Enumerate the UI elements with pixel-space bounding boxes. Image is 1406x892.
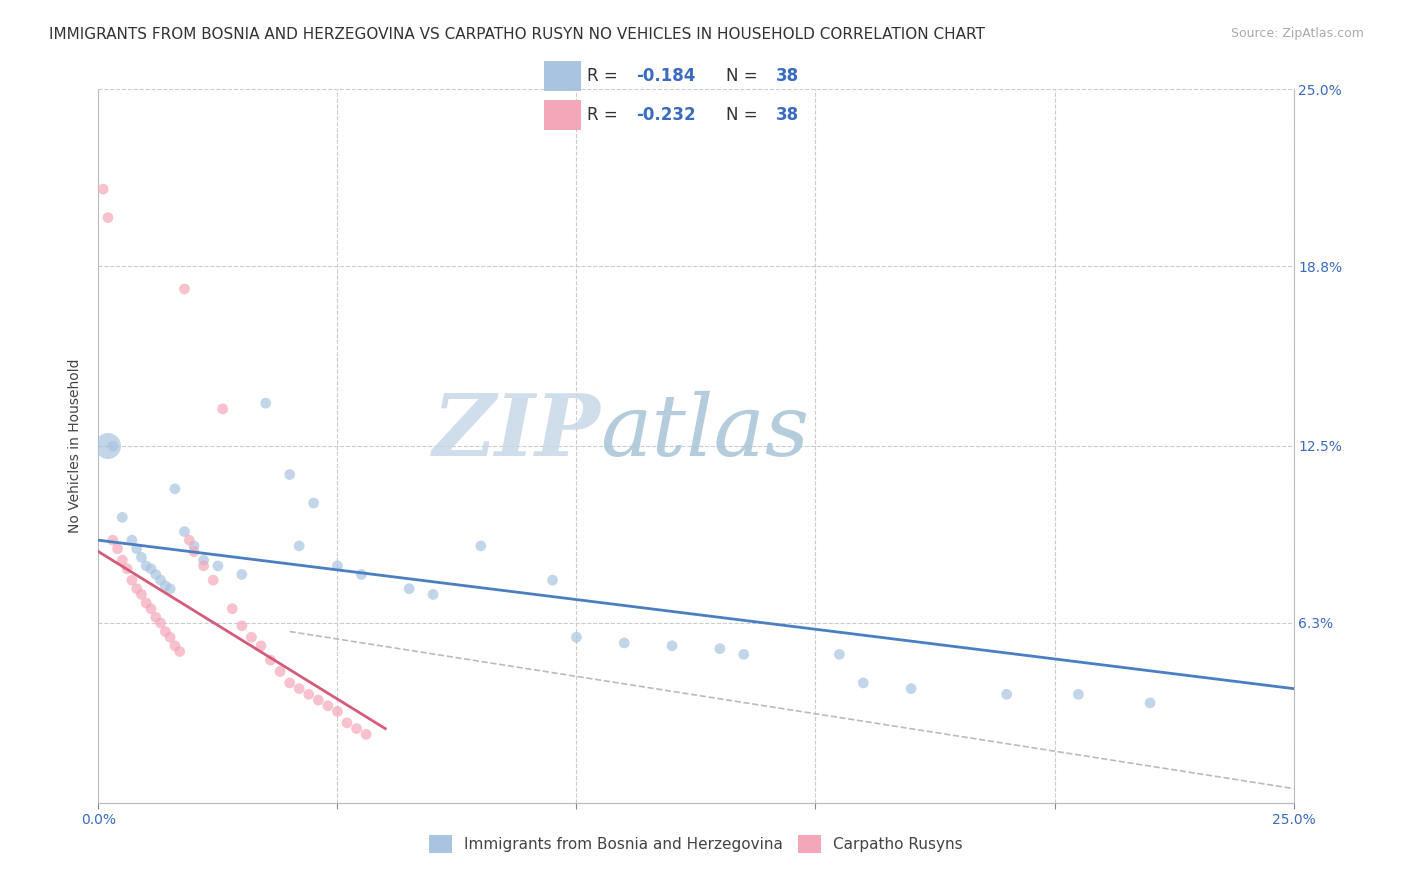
Point bbox=[207, 558, 229, 573]
Point bbox=[159, 630, 181, 644]
Point bbox=[565, 630, 588, 644]
Point bbox=[221, 601, 243, 615]
Point bbox=[97, 211, 120, 225]
Text: 38: 38 bbox=[776, 67, 799, 85]
Point bbox=[240, 630, 263, 644]
Point bbox=[709, 641, 731, 656]
Y-axis label: No Vehicles in Household: No Vehicles in Household bbox=[69, 359, 83, 533]
Text: R =: R = bbox=[586, 67, 623, 85]
Point bbox=[326, 558, 349, 573]
Point bbox=[125, 541, 148, 556]
Point bbox=[135, 558, 157, 573]
Point bbox=[350, 567, 373, 582]
Text: -0.184: -0.184 bbox=[637, 67, 696, 85]
Point bbox=[97, 439, 120, 453]
Point bbox=[1067, 687, 1090, 701]
Point bbox=[470, 539, 492, 553]
Point bbox=[121, 573, 143, 587]
FancyBboxPatch shape bbox=[544, 100, 581, 130]
Point bbox=[231, 619, 253, 633]
Point bbox=[231, 567, 253, 582]
Text: atlas: atlas bbox=[600, 391, 810, 473]
Point bbox=[202, 573, 225, 587]
Point bbox=[107, 541, 129, 556]
Legend: Immigrants from Bosnia and Herzegovina, Carpatho Rusyns: Immigrants from Bosnia and Herzegovina, … bbox=[423, 829, 969, 859]
Point bbox=[159, 582, 181, 596]
Point bbox=[250, 639, 273, 653]
Point bbox=[1139, 696, 1161, 710]
Point bbox=[173, 282, 195, 296]
Point bbox=[121, 533, 143, 548]
Point bbox=[398, 582, 420, 596]
Point bbox=[613, 636, 636, 650]
Point bbox=[139, 562, 162, 576]
Point bbox=[254, 396, 277, 410]
Text: IMMIGRANTS FROM BOSNIA AND HERZEGOVINA VS CARPATHO RUSYN NO VEHICLES IN HOUSEHOL: IMMIGRANTS FROM BOSNIA AND HERZEGOVINA V… bbox=[49, 27, 986, 42]
Point bbox=[316, 698, 339, 713]
Text: ZIP: ZIP bbox=[433, 390, 600, 474]
Point bbox=[278, 676, 301, 690]
Point bbox=[211, 401, 233, 416]
Point bbox=[183, 544, 205, 558]
Point bbox=[155, 624, 177, 639]
Point bbox=[288, 681, 311, 696]
Point bbox=[111, 510, 134, 524]
Point bbox=[900, 681, 922, 696]
Text: N =: N = bbox=[725, 105, 763, 123]
Point bbox=[125, 582, 148, 596]
Point bbox=[115, 562, 138, 576]
Text: -0.232: -0.232 bbox=[637, 105, 696, 123]
Text: Source: ZipAtlas.com: Source: ZipAtlas.com bbox=[1230, 27, 1364, 40]
Text: R =: R = bbox=[586, 105, 623, 123]
Point bbox=[145, 610, 167, 624]
Text: 38: 38 bbox=[776, 105, 799, 123]
Point bbox=[422, 587, 444, 601]
Point bbox=[193, 558, 215, 573]
Point bbox=[995, 687, 1018, 701]
Point bbox=[169, 644, 191, 658]
Point bbox=[91, 182, 114, 196]
Point bbox=[278, 467, 301, 482]
Point bbox=[111, 553, 134, 567]
Point bbox=[307, 693, 329, 707]
Point bbox=[101, 533, 124, 548]
Point bbox=[155, 579, 177, 593]
Point bbox=[269, 665, 291, 679]
Point bbox=[131, 550, 153, 565]
Point bbox=[288, 539, 311, 553]
Point bbox=[179, 533, 201, 548]
Point bbox=[183, 539, 205, 553]
Point bbox=[163, 482, 186, 496]
Point bbox=[302, 496, 325, 510]
Point bbox=[336, 715, 359, 730]
Point bbox=[173, 524, 195, 539]
Point bbox=[326, 705, 349, 719]
Point bbox=[149, 573, 172, 587]
Point bbox=[149, 615, 172, 630]
Point bbox=[828, 648, 851, 662]
Point bbox=[145, 567, 167, 582]
Point bbox=[733, 648, 755, 662]
Point bbox=[661, 639, 683, 653]
Text: N =: N = bbox=[725, 67, 763, 85]
Point bbox=[139, 601, 162, 615]
Point bbox=[852, 676, 875, 690]
Point bbox=[101, 439, 124, 453]
Point bbox=[131, 587, 153, 601]
Point bbox=[163, 639, 186, 653]
Point bbox=[135, 596, 157, 610]
Point bbox=[346, 722, 368, 736]
Point bbox=[193, 553, 215, 567]
Point bbox=[354, 727, 377, 741]
Point bbox=[259, 653, 281, 667]
Point bbox=[541, 573, 564, 587]
Point bbox=[298, 687, 321, 701]
FancyBboxPatch shape bbox=[544, 62, 581, 91]
